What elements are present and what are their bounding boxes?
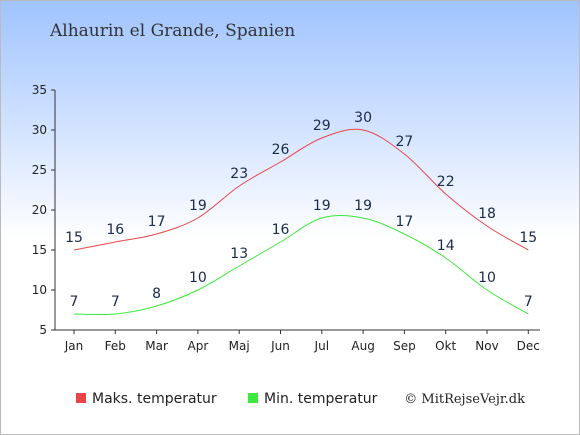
x-tick-label: Sep xyxy=(393,339,416,353)
data-label: 27 xyxy=(395,134,413,150)
y-tick-label: 15 xyxy=(32,243,47,257)
x-tick-label: Jan xyxy=(64,339,84,353)
data-labels-layer: 15 16 17 19 23 26 29 30 27 22 18 15 7 7 8 10 13 16 19 19 17 1… xyxy=(65,110,537,310)
data-label: 17 xyxy=(148,214,166,230)
data-label: 15 xyxy=(65,230,83,246)
legend: Maks. temperatur Min. temperatur xyxy=(76,391,378,407)
data-label: 16 xyxy=(106,222,124,238)
x-tick-label: Nov xyxy=(475,339,498,353)
y-tick-label: 25 xyxy=(32,163,47,177)
x-tick-label: Okt xyxy=(435,339,456,353)
data-label: 10 xyxy=(478,270,496,286)
lines-layer xyxy=(73,128,529,316)
data-label: 14 xyxy=(437,238,455,254)
legend-label-max: Maks. temperatur xyxy=(92,391,217,407)
legend-swatch-max xyxy=(76,393,86,403)
data-label: 16 xyxy=(272,222,290,238)
data-label: 26 xyxy=(272,142,290,158)
data-label: 7 xyxy=(70,294,79,310)
credit-text: © MitRejseVejr.dk xyxy=(404,392,525,407)
data-label: 10 xyxy=(189,270,207,286)
data-label: 15 xyxy=(519,230,537,246)
data-label: 23 xyxy=(230,166,248,182)
data-label: 17 xyxy=(395,214,413,230)
x-tick-label: Jul xyxy=(314,339,329,353)
legend-swatch-min xyxy=(248,393,258,403)
series-line-max xyxy=(73,128,529,251)
x-tick-label: Mar xyxy=(145,339,168,353)
x-tick-label: Aug xyxy=(351,339,374,353)
data-label: 7 xyxy=(524,294,533,310)
data-label: 7 xyxy=(111,294,120,310)
x-tick-label: Maj xyxy=(229,339,250,353)
data-label: 19 xyxy=(189,198,207,214)
legend-label-min: Min. temperatur xyxy=(264,391,378,407)
y-tick-label: 20 xyxy=(32,203,47,217)
data-label: 22 xyxy=(437,174,455,190)
data-label: 13 xyxy=(230,246,248,262)
x-tick-label: Dec xyxy=(517,339,540,353)
axes-layer: 5 10 15 20 25 30 35 Jan Feb Mar Apr Maj Jun Jul Aug Sep… xyxy=(32,83,540,353)
data-label: 29 xyxy=(313,118,331,134)
y-tick-label: 35 xyxy=(32,83,47,97)
data-label: 18 xyxy=(478,206,496,222)
data-label: 8 xyxy=(152,286,161,302)
series-line-min xyxy=(73,214,529,316)
data-label: 19 xyxy=(313,198,331,214)
x-tick-label: Feb xyxy=(105,339,126,353)
x-tick-label: Jun xyxy=(270,339,290,353)
y-tick-label: 10 xyxy=(32,283,47,297)
y-tick-label: 5 xyxy=(39,323,47,337)
x-tick-label: Apr xyxy=(188,339,209,353)
data-label: 19 xyxy=(354,198,372,214)
data-label: 30 xyxy=(354,110,372,126)
y-tick-label: 30 xyxy=(32,123,47,137)
chart-title: Alhaurin el Grande, Spanien xyxy=(49,21,295,41)
